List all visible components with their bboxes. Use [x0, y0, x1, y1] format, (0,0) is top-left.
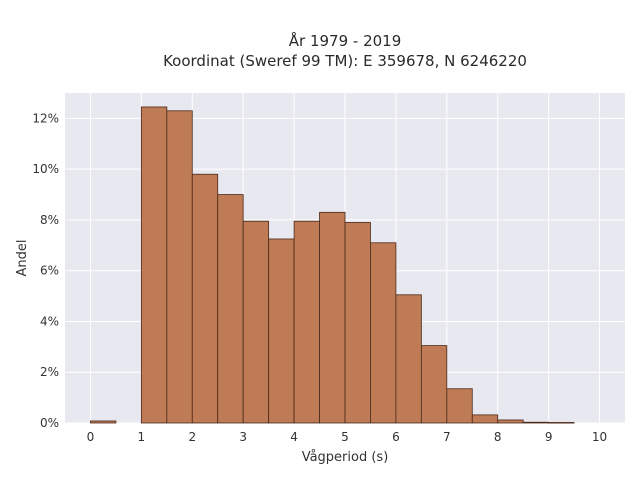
y-axis-label: Andel: [15, 240, 30, 277]
histogram-bar: [471, 414, 499, 424]
x-tick-label: 4: [290, 430, 298, 444]
bars-group: [90, 106, 575, 424]
y-tick-label: 2%: [40, 365, 59, 379]
y-axis-ticks: 0% 2% 4% 6% 8% 10% 12%: [32, 111, 59, 430]
histogram-bar: [446, 388, 473, 424]
x-tick-label: 5: [341, 430, 349, 444]
x-tick-label: 1: [138, 430, 146, 444]
histogram-bar: [319, 211, 346, 424]
chart-title-line2: Koordinat (Sweref 99 TM): E 359678, N 62…: [163, 52, 527, 70]
histogram-bar: [497, 419, 524, 424]
x-axis-ticks: 0 1 2 3 4 5 6 7 8 9 10: [87, 430, 608, 444]
x-axis-label: Vågperiod (s): [302, 450, 389, 465]
histogram-bar: [395, 294, 422, 424]
histogram-bar: [242, 220, 270, 424]
y-tick-label: 0%: [40, 416, 59, 430]
histogram-bar: [191, 173, 219, 424]
histogram-bar: [420, 345, 448, 424]
histogram-bar: [166, 110, 193, 424]
histogram-bar: [140, 106, 168, 424]
histogram-bar: [522, 421, 550, 424]
x-tick-label: 7: [443, 430, 451, 444]
x-tick-label: 10: [592, 430, 607, 444]
histogram-bar: [217, 194, 244, 424]
y-tick-label: 12%: [32, 111, 59, 125]
histogram-bar: [268, 238, 295, 424]
histogram-bar: [90, 420, 117, 424]
x-tick-label: 0: [87, 430, 95, 444]
chart-title-line1: År 1979 - 2019: [289, 31, 402, 50]
histogram-bar: [370, 242, 397, 424]
y-tick-label: 8%: [40, 213, 59, 227]
histogram-bar: [293, 220, 320, 424]
y-tick-label: 10%: [32, 162, 59, 176]
x-tick-label: 6: [392, 430, 400, 444]
histogram-bar: [344, 222, 371, 424]
y-tick-label: 4%: [40, 314, 59, 328]
histogram-bar: [548, 422, 575, 424]
y-tick-label: 6%: [40, 264, 59, 278]
x-tick-label: 8: [494, 430, 502, 444]
x-tick-label: 2: [188, 430, 196, 444]
x-tick-label: 3: [239, 430, 247, 444]
x-tick-label: 9: [545, 430, 553, 444]
